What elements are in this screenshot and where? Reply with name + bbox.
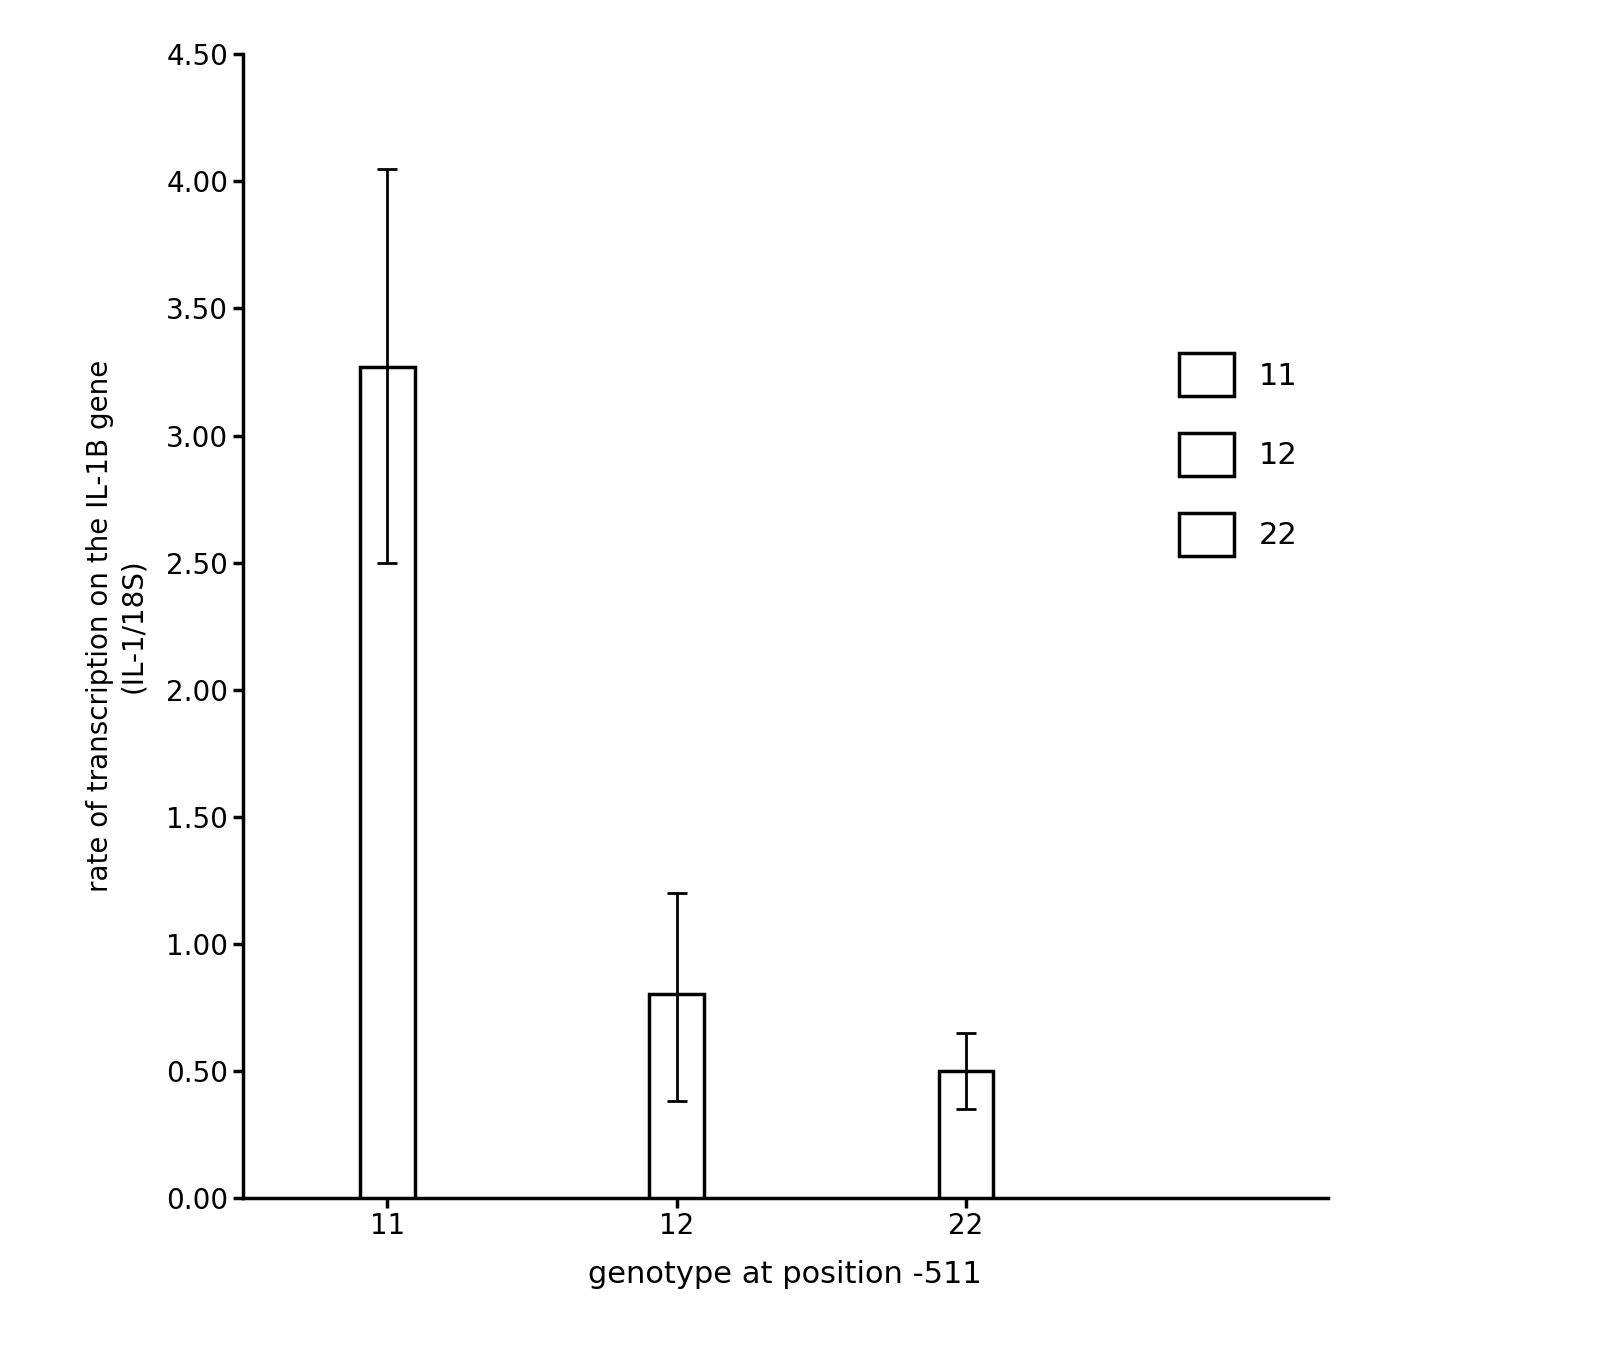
Bar — [359, 367, 414, 1198]
Bar — [649, 995, 704, 1198]
X-axis label: genotype at position -511: genotype at position -511 — [588, 1260, 983, 1289]
Y-axis label: rate of transcription on the IL-1B gene
(IL-1/18S): rate of transcription on the IL-1B gene … — [86, 359, 147, 893]
Bar — [939, 1071, 994, 1198]
Legend: 11, 12, 22: 11, 12, 22 — [1164, 338, 1313, 572]
